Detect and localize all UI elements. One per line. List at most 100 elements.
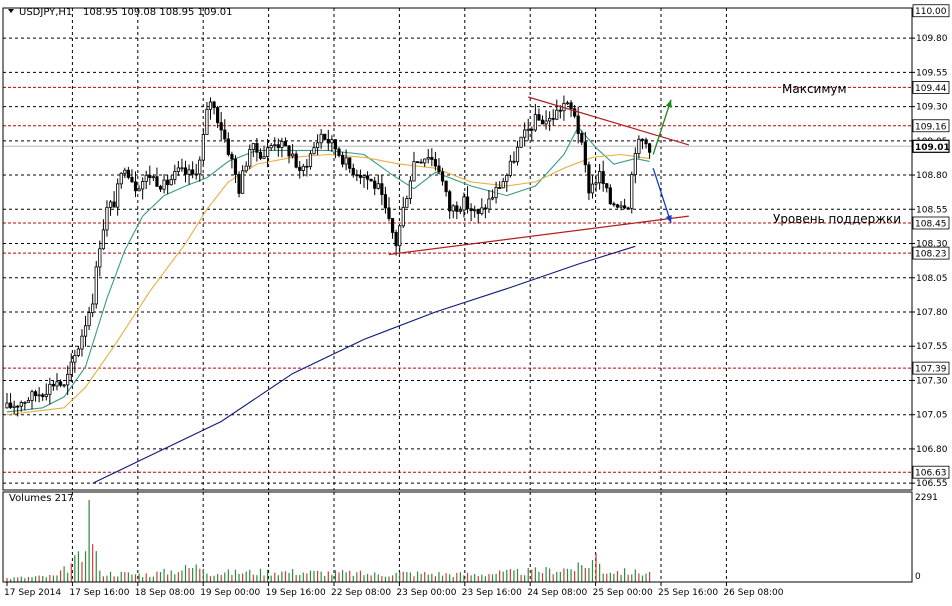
candle-body (598, 171, 602, 184)
price-level-label: 107.39 (915, 365, 947, 375)
candle-body (237, 174, 241, 194)
candle-body (626, 207, 630, 210)
candle-body (148, 174, 152, 179)
y-tick-label: 106.55 (916, 479, 948, 489)
level-lines (3, 86, 912, 473)
candle-body (158, 185, 163, 190)
candle-body (101, 229, 105, 250)
candle-body (19, 402, 23, 407)
volume-axis-zero: 0 (915, 572, 921, 582)
y-tick-label: 108.30 (916, 240, 948, 250)
candle-body (83, 325, 88, 337)
resistance-trendline (528, 96, 690, 146)
price-level-label: 109.01 (915, 143, 950, 153)
candle-body (348, 157, 352, 169)
time-axis: 17 Sep 2014 17 Sep 16:00 18 Sep 08:00 19 Se… (4, 582, 784, 598)
candle-body (548, 117, 552, 122)
x-tick-label: 17 Sep 2014 (4, 588, 61, 598)
candle-body (612, 203, 616, 206)
candle-body (644, 139, 648, 145)
x-tick-label: 25 Sep 00:00 (593, 588, 653, 598)
candle-body (580, 133, 584, 143)
candle-body (537, 114, 541, 121)
volume-bars (6, 500, 651, 582)
trendlines (388, 96, 690, 256)
candle-body (141, 181, 145, 190)
candle-body (451, 205, 455, 212)
candle-body (565, 102, 570, 105)
candle-body (448, 191, 452, 212)
candle-body (405, 198, 409, 208)
chart-frame (2, 7, 913, 583)
arrow-up-line (652, 99, 672, 155)
candle-body (241, 170, 245, 194)
candle-body (116, 183, 120, 208)
candle-body (340, 154, 345, 165)
candle-body (533, 114, 537, 131)
y-tick-label: 107.30 (916, 376, 948, 386)
price-level-box (912, 139, 950, 153)
candle-body (558, 109, 562, 112)
candle-body (462, 196, 466, 211)
candle-body (37, 394, 41, 397)
candle-body (205, 108, 209, 135)
candle-body (144, 174, 148, 182)
candle-body (44, 393, 48, 397)
volume-pane-border (2, 491, 913, 583)
candle-body (298, 166, 302, 171)
candle-body (387, 207, 391, 219)
candle-body (426, 157, 430, 160)
x-tick-label: 17 Sep 16:00 (69, 588, 129, 598)
price-level-label: 109.44 (915, 84, 947, 94)
candle-body (408, 180, 413, 199)
candle-body (351, 167, 355, 176)
candle-body (326, 139, 330, 144)
price-level-box (912, 465, 950, 479)
candle-body (269, 145, 273, 149)
candle-body (615, 204, 620, 208)
candle-body (398, 225, 402, 247)
candle-body (183, 167, 188, 175)
candle-body (76, 348, 80, 356)
candle-body (637, 138, 641, 154)
candle-body (223, 129, 227, 140)
candle-body (330, 139, 334, 144)
candle-body (344, 157, 348, 165)
x-tick-label: 23 Sep 16:00 (462, 588, 522, 598)
candle-body (105, 206, 109, 231)
candle-body (255, 143, 259, 153)
candle-body (283, 140, 288, 147)
candle-body (166, 179, 170, 186)
candle-body (601, 171, 605, 185)
candle-body (587, 164, 591, 194)
ohlc-readout: 108.95 109.08 108.95 109.01 (83, 7, 233, 18)
y-tick-label: 107.55 (916, 342, 948, 352)
candle-body (419, 161, 423, 164)
candle-body (305, 165, 309, 168)
price-level-box (912, 4, 950, 18)
candle-body (569, 102, 573, 110)
chart-menu-triangle-icon[interactable] (8, 9, 14, 13)
candle-body (12, 405, 16, 408)
candle-body (73, 354, 77, 363)
price-level-label: 106.63 (915, 469, 947, 479)
price-level-box (912, 81, 950, 94)
candle-body (94, 266, 98, 305)
candle-body (544, 120, 548, 125)
candle-body (373, 180, 377, 189)
y-tick-label: 109.80 (916, 34, 948, 44)
candle-body (465, 196, 470, 210)
candle-body (244, 165, 248, 172)
candle-body (501, 181, 505, 189)
candle-body (576, 115, 580, 134)
candle-body (230, 154, 234, 160)
candle-body (376, 183, 380, 189)
candlesticks (5, 95, 652, 417)
candle-body (323, 133, 327, 140)
candle-body (155, 176, 159, 187)
candle-body (530, 128, 534, 131)
candle-body (226, 138, 230, 155)
x-tick-label: 22 Sep 08:00 (331, 588, 391, 598)
